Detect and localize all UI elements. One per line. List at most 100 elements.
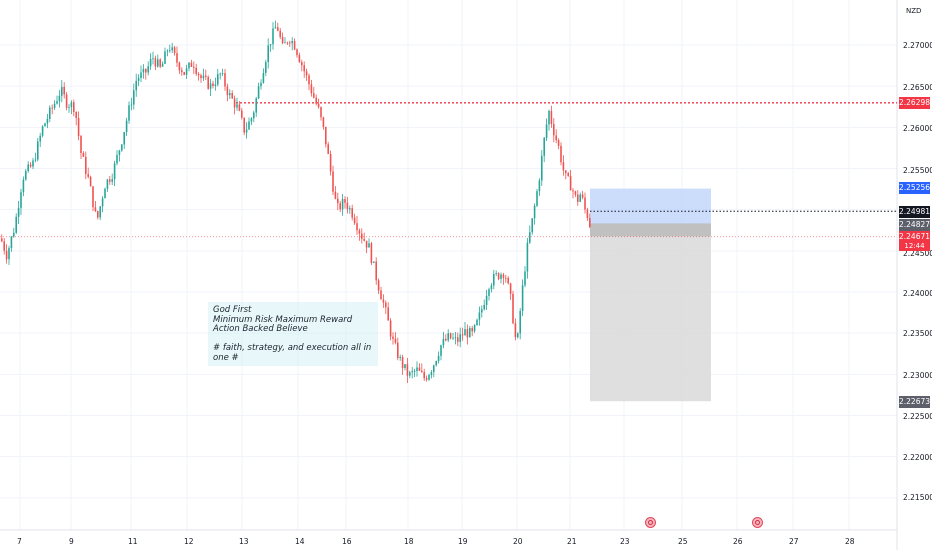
candle-body [272,28,274,45]
candle-body [97,210,99,218]
candle-body [461,334,464,336]
candle-body [435,361,437,366]
candle-body [502,274,505,278]
candle-body [509,283,512,294]
candle-body [392,336,394,339]
candle-body [265,62,267,73]
candle-body [135,80,137,91]
economic-event-icon[interactable] [645,517,656,528]
text-note[interactable]: God First Minimum Risk Maximum Reward Ac… [208,302,378,366]
candle-body [445,338,447,341]
candle-body [553,123,555,136]
candle-body [248,121,250,130]
candle-body [517,333,519,338]
candle-body [181,70,183,73]
candle-body [291,41,293,44]
candle-body [368,243,370,248]
candle-body [524,271,526,286]
candle-body [466,329,469,338]
date-axis-label: 19 [458,537,468,546]
candle-body [49,107,51,119]
candle-body [310,84,313,94]
candle-body [3,241,5,251]
date-axis-label: 23 [620,537,630,546]
candle-body [550,110,553,124]
candle-body [385,302,387,308]
candle-body [529,232,531,243]
candle-body [253,112,255,119]
candle-body [212,83,214,87]
candle-body [262,72,265,83]
candle-body [152,58,154,60]
candle-body [569,175,572,191]
target-zone [590,188,711,224]
candle-body [188,62,190,69]
candle-body [536,191,538,206]
candle-body [464,329,466,336]
candle-body [404,364,406,369]
candle-body [5,250,8,260]
candle-body [538,180,541,192]
candle-body [207,76,209,89]
date-axis-label: 11 [128,537,138,546]
candle-body [243,117,245,133]
candle-body [377,280,380,291]
economic-event-icon[interactable] [752,517,763,528]
candle-body [380,290,382,300]
date-axis-label: 14 [295,537,305,546]
candle-body [361,233,363,239]
date-axis-label: 9 [69,537,74,546]
candle-body [317,103,320,108]
candle-body [476,319,478,325]
candle-body [507,277,509,284]
candle-body [260,82,262,87]
candle-body [205,75,207,77]
candle-body [531,218,533,233]
candle-body [346,202,349,210]
currency-label[interactable]: NZD [906,7,922,15]
candle-body [224,73,226,87]
candle-body [236,104,238,108]
note-line: Action Backed Believe [213,324,308,335]
candle-body [519,311,521,334]
candle-body [77,117,80,136]
candle-body [483,304,485,310]
candle-body [423,372,425,379]
candle-body [193,66,195,68]
candle-body [481,309,483,313]
candle-body [375,261,377,281]
price-axis-label: 2.22500 [903,412,932,421]
candle-body [219,73,221,75]
candle-body [562,162,565,171]
candle-body [137,77,140,81]
candle-body [341,199,344,210]
candle-body [176,53,178,63]
candle-body [495,273,497,274]
candle-body [488,289,490,296]
candle-body [200,75,202,79]
candle-body [313,93,315,98]
candle-body [315,97,317,104]
candle-body [526,242,529,272]
candle-body [459,334,461,342]
candle-body [65,94,68,108]
candle-body [543,137,545,156]
candle-body [87,174,89,177]
candle-body [70,102,73,108]
price-axis-label: 2.26000 [903,124,932,133]
candle-body [541,155,543,181]
candle-body [353,217,356,224]
candle-body [257,86,260,99]
candle-body [365,240,368,248]
price-axis-label: 2.23000 [903,371,932,380]
candle-body [123,132,125,145]
candle-body [442,338,445,346]
candle-body [505,277,507,279]
candle-body [574,191,577,195]
candle-body [140,72,142,78]
candle-body [572,190,574,192]
candle-body [589,218,591,228]
candle-body [485,295,488,305]
candle-body [349,208,351,210]
